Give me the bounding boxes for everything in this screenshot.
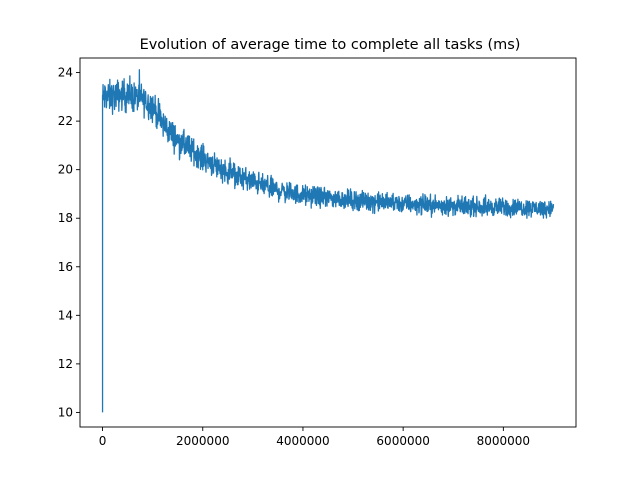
series-line — [101, 69, 555, 413]
y-axis: 10 12 14 16 18 20 22 24 — [58, 66, 80, 419]
x-tick-label: 4000000 — [276, 434, 329, 448]
y-tick-label: 10 — [58, 405, 73, 419]
y-tick-label: 18 — [58, 211, 73, 225]
x-tick-label: 0 — [99, 434, 107, 448]
chart-title: Evolution of average time to complete al… — [140, 37, 521, 53]
y-tick-label: 12 — [58, 357, 73, 371]
y-tick-label: 20 — [58, 163, 73, 177]
x-tick-label: 2000000 — [176, 434, 229, 448]
y-tick-label: 22 — [58, 114, 73, 128]
y-tick-label: 14 — [58, 308, 73, 322]
series-layer — [101, 69, 555, 413]
x-tick-label: 6000000 — [376, 434, 429, 448]
x-tick-label: 8000000 — [477, 434, 530, 448]
y-tick-label: 24 — [58, 66, 73, 80]
y-tick-label: 16 — [58, 260, 73, 274]
x-axis: 0 2000000 4000000 6000000 8000000 — [99, 427, 530, 448]
axes-frame — [79, 57, 577, 428]
